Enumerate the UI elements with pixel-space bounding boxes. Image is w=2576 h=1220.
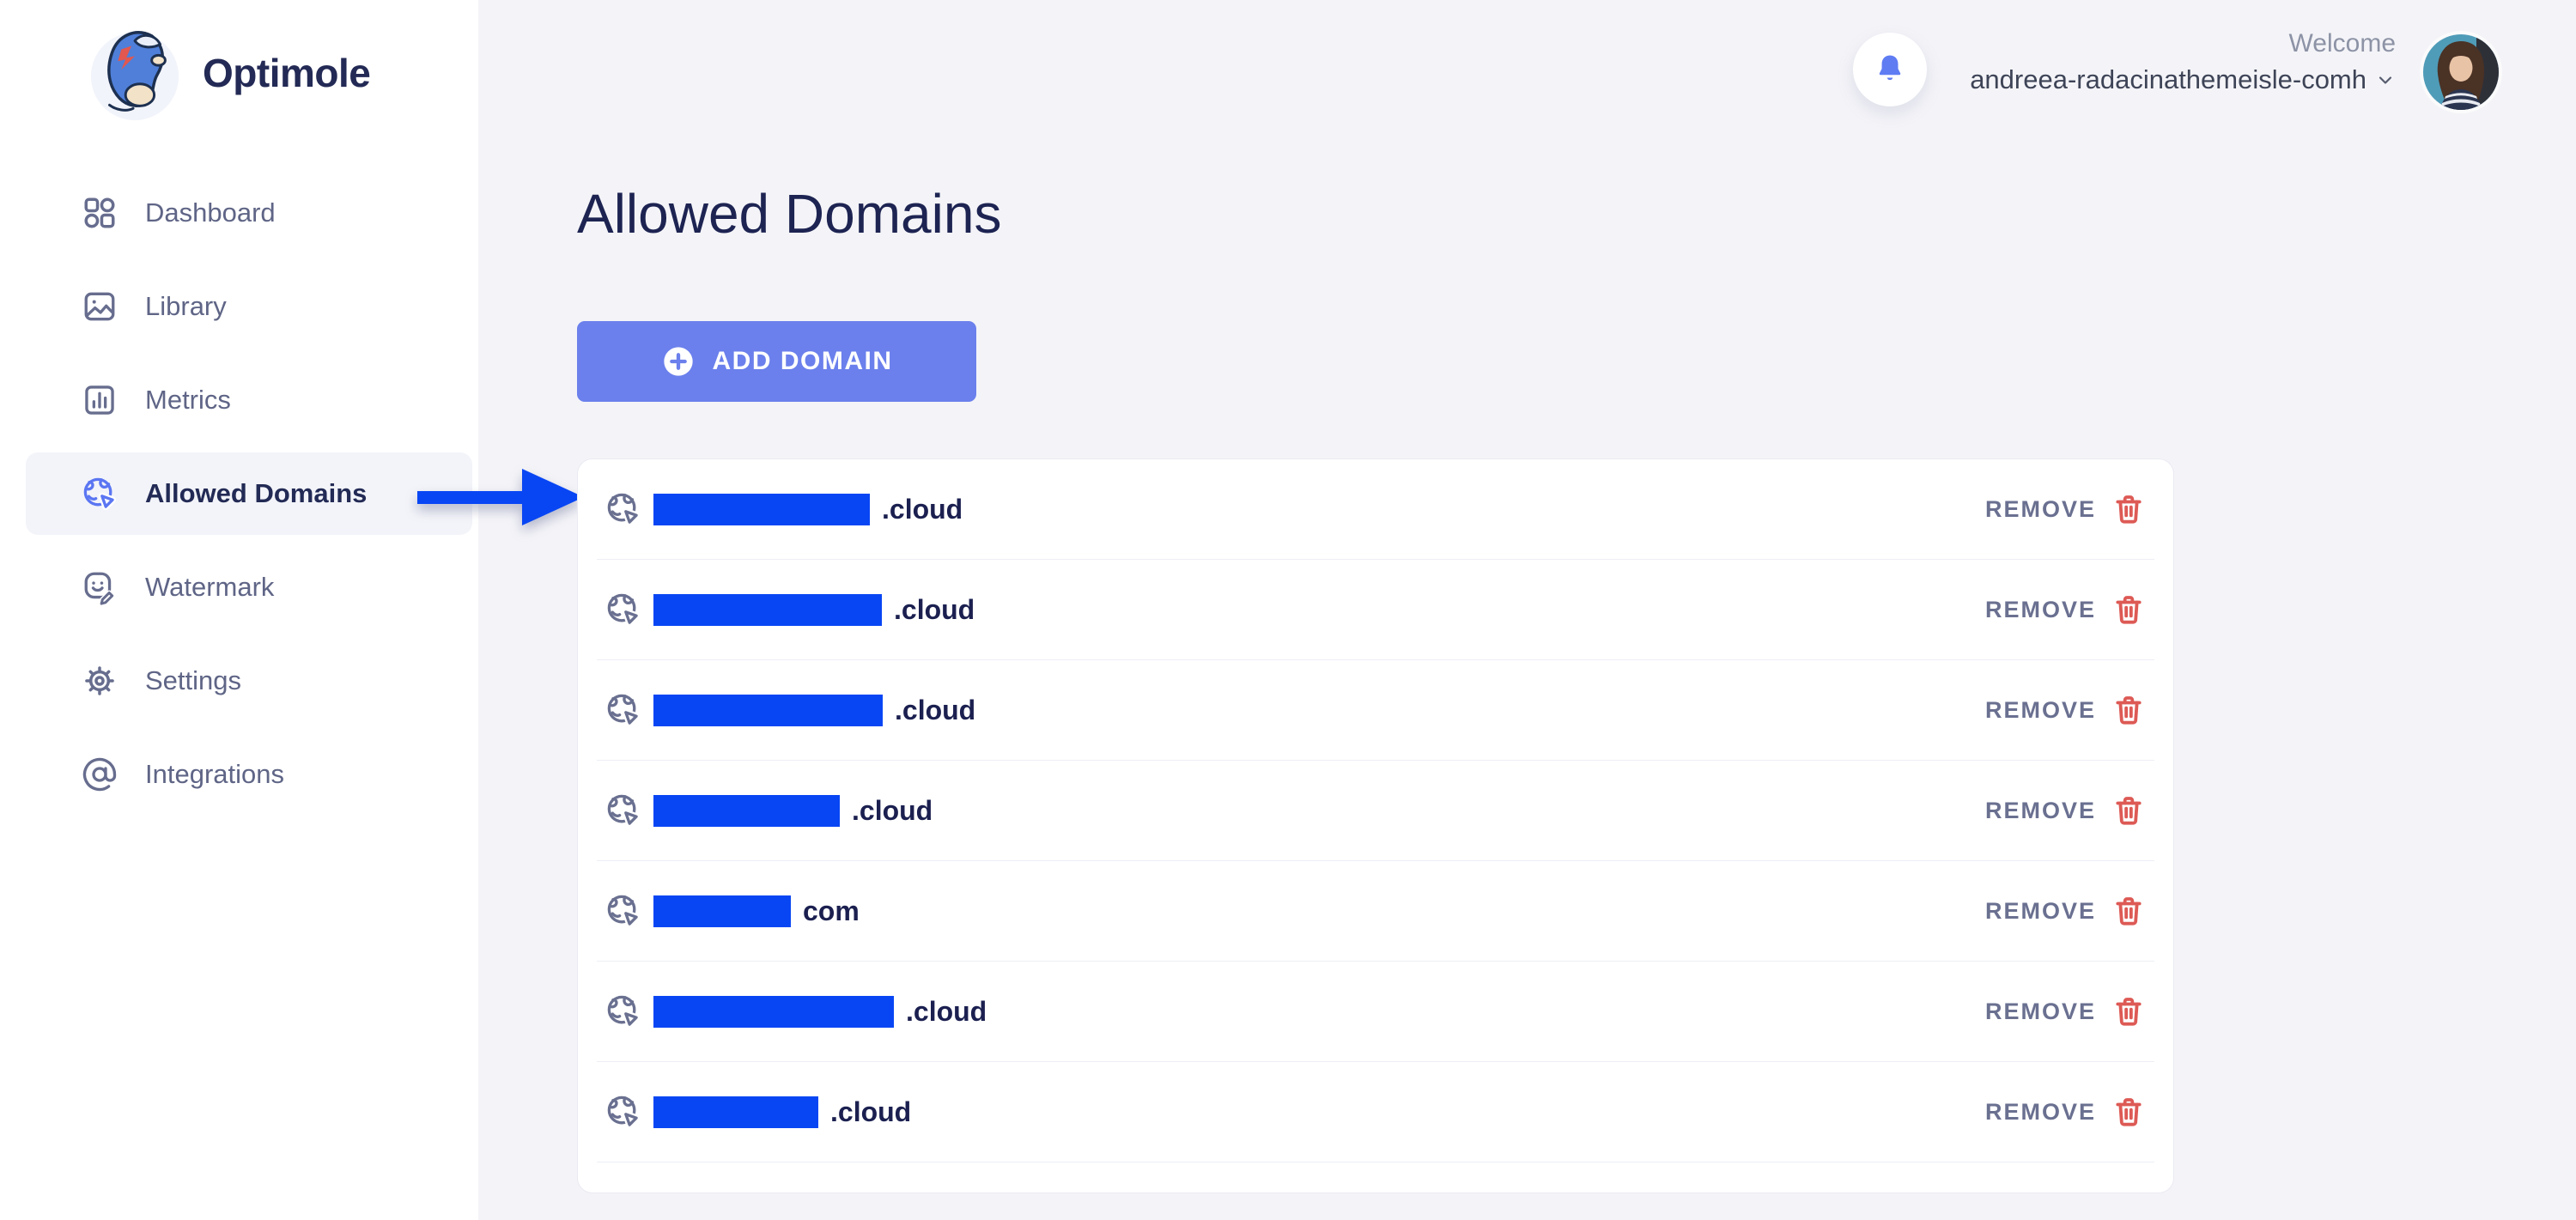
plus-circle-icon (663, 347, 693, 376)
add-domain-button[interactable]: ADD DOMAIN (577, 321, 976, 402)
table-row: .cloud REMOVE (597, 1062, 2154, 1162)
page-title: Allowed Domains (577, 183, 1002, 245)
sidebar-item-integrations[interactable]: Integrations (26, 733, 472, 816)
sidebar-item-metrics[interactable]: Metrics (26, 359, 472, 441)
domain-suffix: .cloud (852, 794, 933, 826)
sidebar-item-dashboard[interactable]: Dashboard (26, 172, 472, 254)
domain-suffix: .cloud (906, 995, 987, 1027)
brand-logo[interactable]: Optimole (84, 22, 371, 124)
chevron-down-icon (2379, 76, 2392, 84)
redacted-domain-name (653, 895, 791, 927)
sidebar-item-watermark[interactable]: Watermark (26, 546, 472, 628)
trash-icon[interactable] (2111, 1095, 2146, 1129)
smiley-pencil-icon (84, 572, 115, 605)
table-row: .cloud REMOVE (597, 660, 2154, 761)
remove-button[interactable]: REMOVE (1984, 1098, 2096, 1125)
account-menu[interactable]: andreea-radacinathemeisle-comh (1970, 64, 2396, 95)
sidebar-nav: Dashboard Library Metrics Allowed Domain… (0, 172, 478, 816)
trash-icon[interactable] (2111, 793, 2146, 828)
domain-suffix: .cloud (882, 493, 963, 525)
avatar-photo-icon (2423, 34, 2499, 110)
avatar[interactable] (2423, 34, 2499, 110)
user-meta: Welcome andreea-radacinathemeisle-comh (1970, 29, 2396, 95)
globe-cursor-icon (607, 1096, 641, 1129)
account-username: andreea-radacinathemeisle-comh (1970, 64, 2366, 94)
trash-icon[interactable] (2111, 994, 2146, 1029)
redacted-domain-name (653, 493, 870, 525)
table-row: com REMOVE (597, 861, 2154, 962)
table-row: .cloud REMOVE (597, 962, 2154, 1062)
notifications-button[interactable] (1853, 33, 1927, 106)
globe-cursor-icon (607, 794, 641, 828)
add-domain-label: ADD DOMAIN (712, 347, 893, 375)
domains-card: .cloud REMOVE .cloud REMOVE (577, 458, 2174, 1193)
redacted-domain-name (653, 794, 840, 827)
brand-name: Optimole (203, 51, 371, 95)
remove-button[interactable]: REMOVE (1984, 897, 2096, 924)
globe-cursor-icon (607, 995, 641, 1029)
trash-icon[interactable] (2111, 693, 2146, 727)
sidebar-item-settings[interactable]: Settings (26, 640, 472, 722)
redacted-domain-name (653, 1096, 818, 1128)
sidebar-item-library[interactable]: Library (26, 265, 472, 348)
domain-suffix: .cloud (895, 694, 976, 725)
remove-button[interactable]: REMOVE (1984, 495, 2096, 522)
globe-cursor-icon (607, 493, 641, 526)
bell-icon (1879, 55, 1901, 81)
remove-button[interactable]: REMOVE (1984, 596, 2096, 622)
trash-icon[interactable] (2111, 592, 2146, 627)
globe-cursor-icon (607, 694, 641, 727)
globe-cursor-icon (607, 593, 641, 627)
domain-suffix: com (803, 895, 860, 926)
remove-button[interactable]: REMOVE (1984, 998, 2096, 1024)
bar-chart-icon (85, 385, 114, 415)
redacted-domain-name (653, 593, 882, 626)
table-row: .cloud REMOVE (597, 459, 2154, 560)
table-row: .cloud REMOVE (597, 761, 2154, 861)
welcome-text: Welcome (2288, 29, 2396, 58)
image-icon (84, 292, 115, 321)
sidebar: Optimole Dashboard Library Metrics Allow… (0, 0, 478, 1220)
globe-cursor-icon (83, 477, 117, 511)
dashboard-grid-icon (84, 197, 115, 228)
remove-button[interactable]: REMOVE (1984, 797, 2096, 823)
domain-suffix: .cloud (830, 1096, 912, 1127)
redacted-domain-name (653, 694, 883, 726)
remove-button[interactable]: REMOVE (1984, 696, 2096, 723)
trash-icon[interactable] (2111, 492, 2146, 526)
optimole-mascot-icon (90, 31, 179, 121)
redacted-domain-name (653, 995, 894, 1028)
globe-cursor-icon (607, 895, 641, 928)
sidebar-item-allowed-domains[interactable]: Allowed Domains (26, 452, 472, 535)
at-sign-icon (82, 757, 117, 792)
gear-icon (85, 666, 114, 695)
trash-icon[interactable] (2111, 894, 2146, 928)
domain-suffix: .cloud (894, 593, 975, 625)
table-row: .cloud REMOVE (597, 560, 2154, 660)
